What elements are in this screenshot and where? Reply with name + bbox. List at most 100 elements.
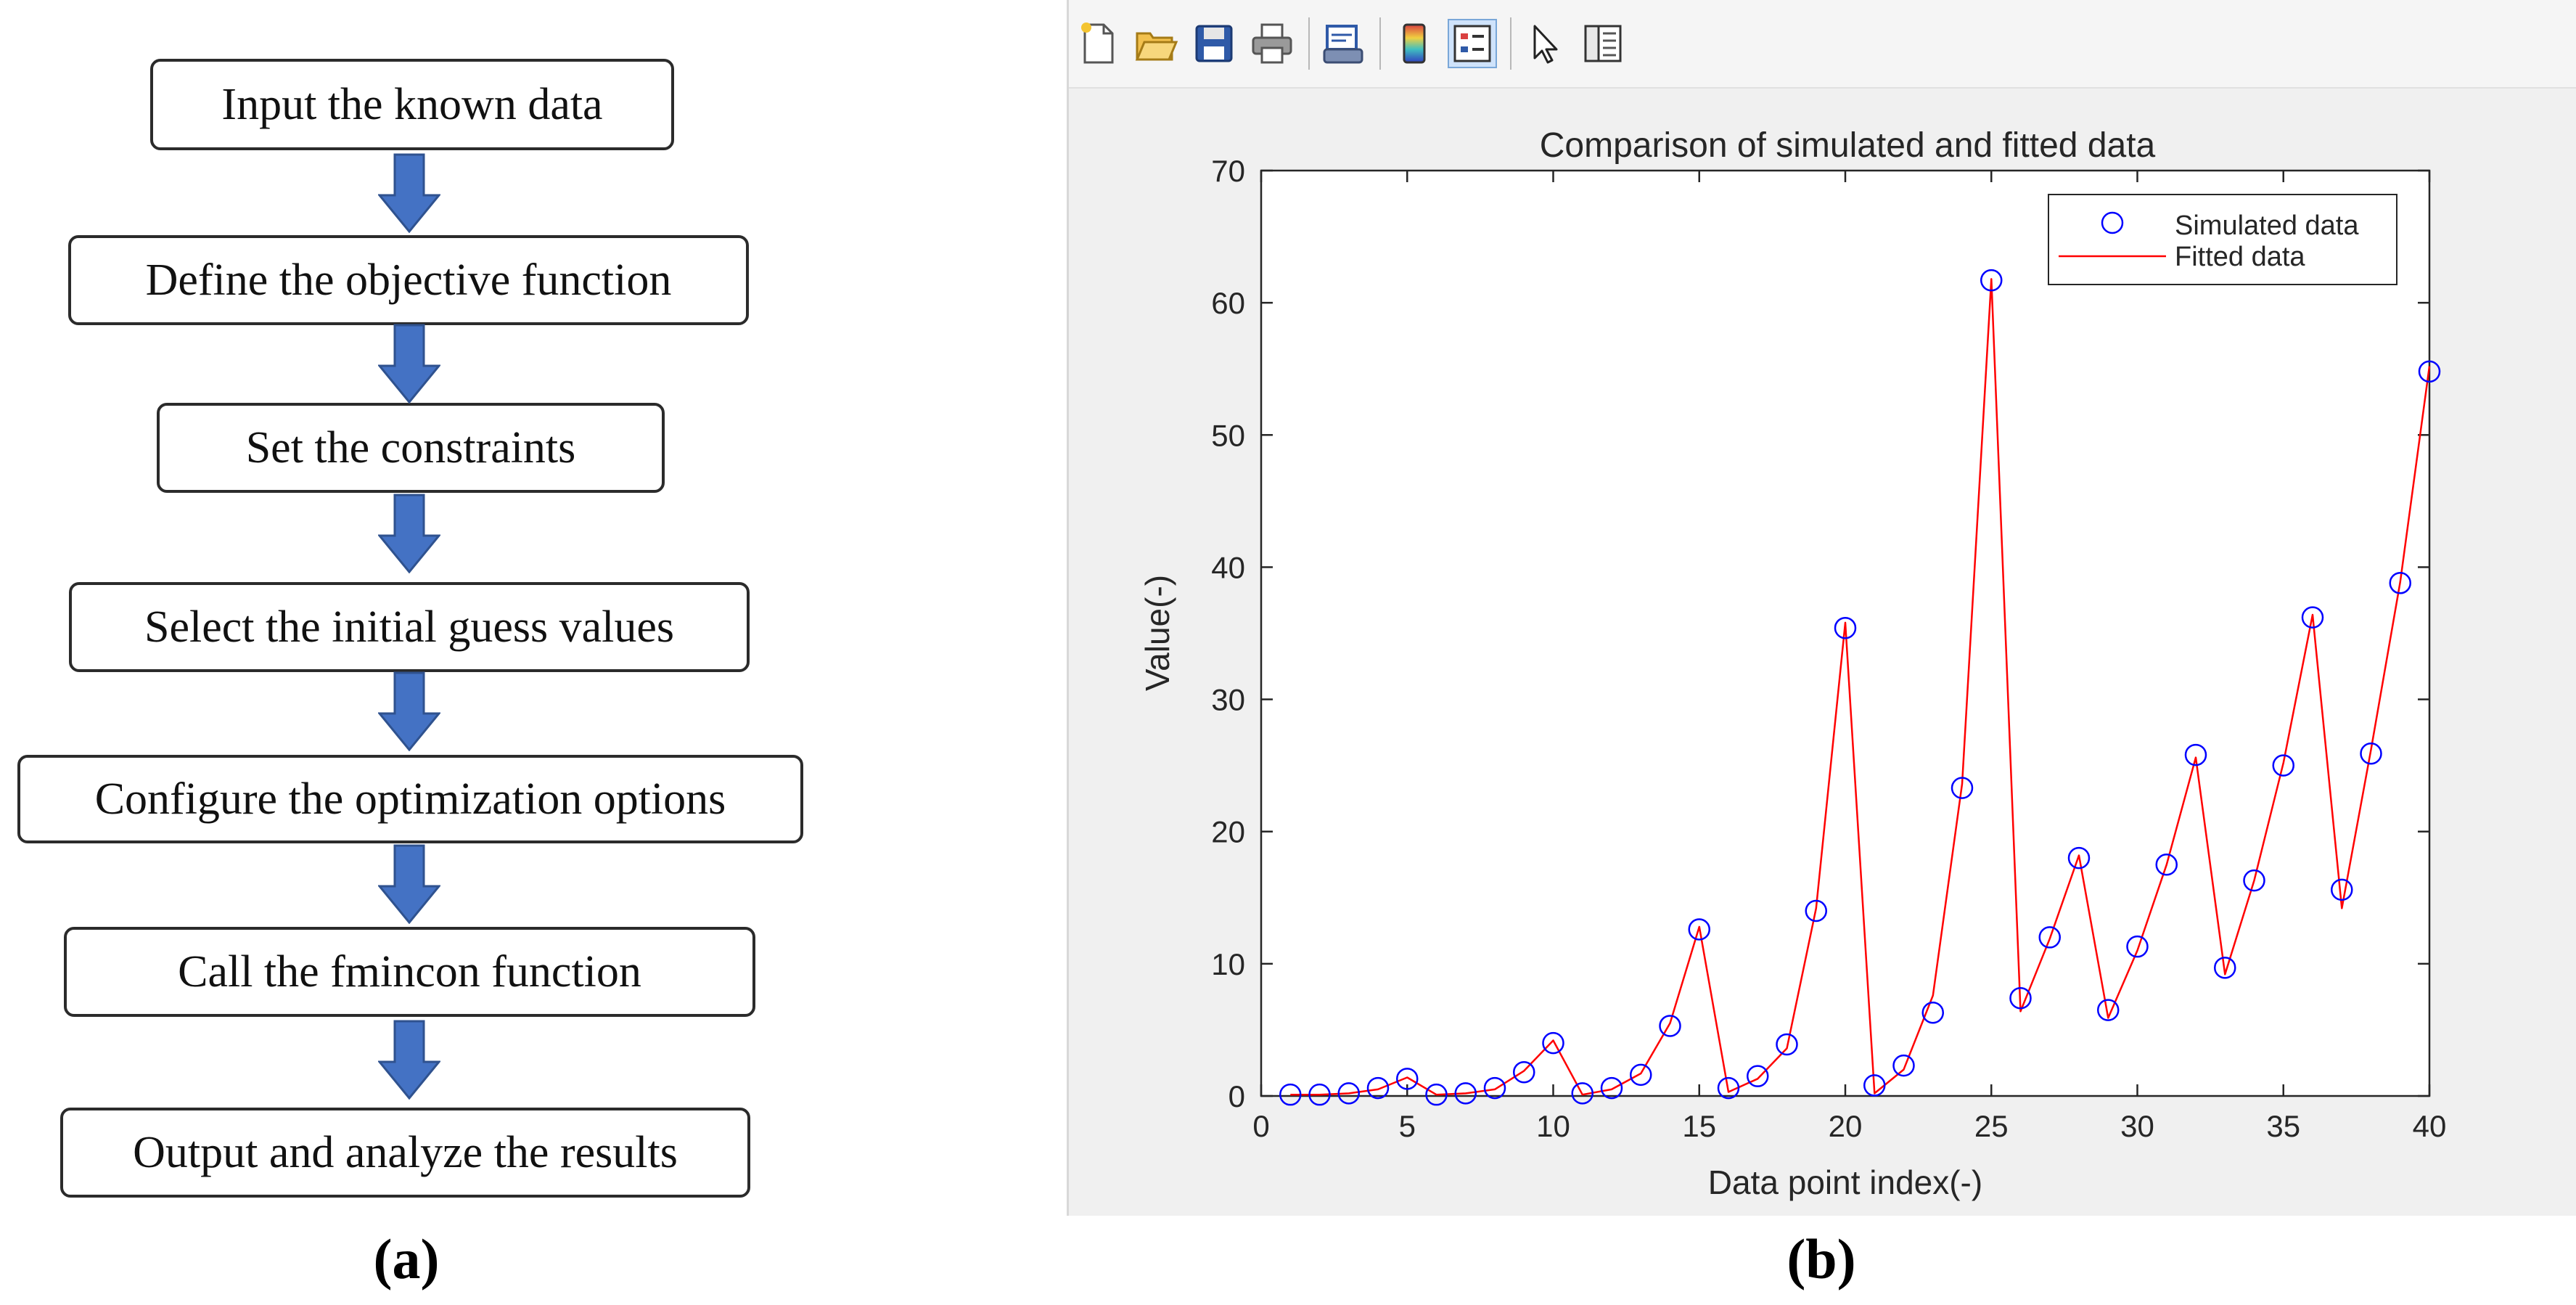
simulated-data-point: [1921, 1002, 1944, 1024]
x-tick-label: 35: [2266, 1109, 2300, 1143]
simulated-data-point: [1980, 269, 2003, 292]
simulated-data-point: [2155, 854, 2178, 876]
simulated-data-point: [2360, 742, 2382, 765]
simulated-data-series: [1279, 269, 2441, 1106]
simulated-data-point: [2272, 754, 2294, 777]
y-tick-label: 70: [1211, 154, 1245, 188]
legend-label-fitted: Fitted data: [2175, 242, 2305, 272]
simulated-data-point: [2097, 999, 2120, 1021]
simulated-data-point: [1513, 1060, 1535, 1084]
print-icon[interactable]: [1249, 20, 1295, 67]
legend-box: [2048, 194, 2397, 285]
x-tick-label: 15: [1682, 1109, 1716, 1143]
flow-step-initial-guess: Select the initial guess values: [69, 582, 750, 672]
x-tick-label: 25: [1974, 1109, 2009, 1143]
flow-arrow-down-icon: [378, 671, 440, 751]
legend: Simulated data Fitted data: [2048, 194, 2397, 285]
x-axis-label: Data point index(-): [1708, 1163, 1982, 1201]
print-preview-icon[interactable]: [1320, 20, 1366, 67]
flow-arrow-down-icon: [378, 1020, 440, 1100]
chart-title: Comparison of simulated and fitted data: [1540, 126, 2156, 165]
panel-label-b: (b): [1787, 1227, 1856, 1290]
fitted-data-line: [1290, 278, 2431, 1096]
simulated-data-point: [1396, 1068, 1419, 1090]
simulated-data-point: [1571, 1082, 1593, 1105]
fitted-data-series: [1290, 278, 2431, 1096]
simulated-data-point: [1366, 1076, 1390, 1100]
open-file-icon[interactable]: [1133, 20, 1179, 67]
flow-step-input-data: Input the known data: [150, 59, 674, 150]
y-tick-label: 40: [1211, 550, 1245, 584]
simulated-data-point: [1454, 1082, 1477, 1105]
y-tick-label: 20: [1211, 815, 1245, 849]
y-tick-label: 30: [1211, 683, 1245, 717]
simulated-data-point: [2009, 986, 2032, 1010]
simulated-data-point: [1892, 1054, 1915, 1077]
simulated-data-point: [1717, 1076, 1740, 1100]
simulated-data-point: [2214, 957, 2236, 979]
simulated-data-point: [2418, 360, 2441, 383]
y-tick-label: 60: [1211, 286, 1245, 320]
simulated-data-point: [1425, 1083, 1448, 1106]
x-tick-label: 20: [1829, 1109, 1863, 1143]
flow-arrow-down-icon: [378, 494, 440, 573]
plot-area: Comparison of simulated and fitted data …: [1139, 126, 2446, 1201]
panel-label-a: (a): [373, 1227, 440, 1290]
flow-step-constraints: Set the constraints: [157, 403, 665, 493]
flow-step-objective-function: Define the objective function: [68, 235, 749, 325]
x-tick-label: 5: [1399, 1109, 1416, 1143]
legend-icon[interactable]: [1448, 19, 1497, 68]
y-tick-label: 0: [1228, 1079, 1245, 1113]
save-icon[interactable]: [1191, 20, 1237, 67]
simulated-data-point: [1747, 1065, 1769, 1087]
simulated-data-point: [1776, 1033, 1798, 1056]
flow-step-output-results: Output and analyze the results: [60, 1108, 750, 1198]
simulated-data-point: [2243, 869, 2265, 892]
simulated-data-point: [1659, 1015, 1681, 1037]
flow-step-optimization-options: Configure the optimization options: [17, 755, 803, 843]
y-tick-label: 10: [1211, 947, 1245, 981]
simulated-data-point: [1542, 1031, 1564, 1055]
simulated-data-point: [1863, 1074, 1886, 1097]
flow-arrow-down-icon: [378, 324, 440, 404]
simulated-data-point: [2067, 846, 2091, 870]
simulated-data-point: [1805, 899, 1827, 922]
toolbar-separator: [1308, 17, 1310, 70]
figure-toolbar: [1069, 0, 2576, 89]
property-editor-icon[interactable]: [1580, 20, 1626, 67]
toolbar-separator: [1510, 17, 1511, 70]
flow-arrow-down-icon: [378, 153, 440, 233]
simulated-data-point: [1951, 777, 1974, 799]
simulated-data-point: [1630, 1063, 1652, 1087]
new-figure-icon[interactable]: [1075, 20, 1121, 67]
flow-step-call-fmincon: Call the fmincon function: [64, 927, 755, 1017]
simulated-data-point: [2301, 606, 2324, 629]
simulated-data-point: [1600, 1076, 1623, 1100]
axis-ticks: 0 5 10 15 20 25 30 35 40 0 10 20 30 40 50 60 70: [1211, 154, 2446, 1143]
simulated-data-point: [1688, 918, 1710, 941]
y-axis-label: Value(-): [1139, 575, 1176, 691]
legend-label-simulated: Simulated data: [2175, 210, 2359, 241]
x-tick-label: 30: [2120, 1109, 2154, 1143]
simulated-data-point: [1279, 1083, 1302, 1106]
simulated-data-point: [2389, 572, 2411, 594]
simulated-data-point: [1337, 1082, 1360, 1105]
x-tick-label: 40: [2413, 1109, 2447, 1143]
x-tick-label: 0: [1252, 1109, 1269, 1143]
y-tick-label: 50: [1211, 418, 1245, 452]
legend-marker-simulated: [2101, 211, 2124, 234]
simulated-data-point: [2184, 743, 2207, 766]
toolbar-separator: [1379, 17, 1381, 70]
flowchart-panel: Input the known data Define the objectiv…: [0, 0, 820, 1305]
simulated-data-point: [1308, 1083, 1331, 1106]
simulated-data-point: [2331, 878, 2353, 901]
simulated-data-point: [1483, 1076, 1506, 1100]
pointer-icon[interactable]: [1522, 20, 1568, 67]
simulated-data-point: [2126, 935, 2149, 958]
simulated-data-point: [1834, 616, 1857, 639]
x-tick-label: 10: [1536, 1109, 1570, 1143]
colorbar-icon[interactable]: [1391, 20, 1437, 67]
flow-arrow-down-icon: [378, 844, 440, 924]
matlab-figure-window: Comparison of simulated and fitted data …: [1067, 0, 2576, 1216]
simulated-data-point: [2038, 926, 2061, 949]
